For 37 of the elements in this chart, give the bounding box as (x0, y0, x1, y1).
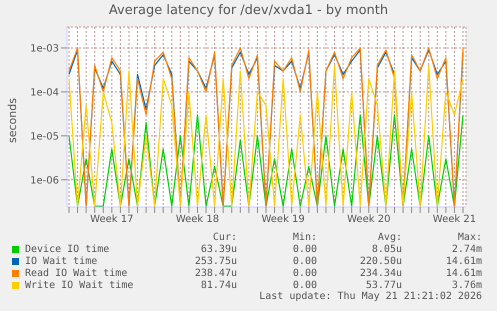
y-tick-label: 1e-05 (30, 131, 59, 142)
y-tick-label: 1e-03 (30, 44, 59, 55)
text: 234.34u (358, 268, 402, 279)
x-tick-label: Week 20 (347, 214, 390, 226)
y-tick-label: 1e-04 (30, 87, 59, 98)
text: 8.05u (370, 244, 402, 255)
y-tick-label: 1e-06 (30, 175, 59, 186)
text: 0.00 (292, 244, 317, 255)
legend-label: Write IO Wait time (24, 280, 134, 291)
y-axis-title: seconds (6, 98, 18, 142)
text: 220.50u (358, 256, 402, 267)
text: 81.74u (200, 280, 237, 291)
x-tick-label: Week 19 (261, 214, 305, 226)
text: 63.39u (200, 244, 237, 255)
text: 14.61m (444, 268, 482, 279)
text: Last update: Thu May 21 21:21:02 2026 (258, 291, 482, 302)
text: 238.47u (194, 268, 237, 279)
legend-label: IO Wait time (24, 256, 98, 267)
text: 253.75u (194, 256, 237, 267)
chart-title: Average latency for /dev/xvda1 - by month (108, 2, 390, 20)
legend-label: Read IO Wait time (24, 268, 128, 279)
text: 0.00 (292, 256, 317, 267)
line-series (68, 114, 464, 207)
x-tick-label: Week 17 (90, 214, 134, 226)
text: 53.77u (364, 280, 402, 291)
text: Cur: (212, 232, 237, 243)
text: Avg: (376, 232, 402, 243)
text: Min: (292, 232, 317, 243)
x-tick-label: Week 18 (176, 214, 220, 226)
text: Max: (456, 232, 482, 243)
x-tick-label: Week 21 (432, 214, 476, 226)
text: 0.00 (292, 280, 317, 291)
text: 3.76m (450, 280, 482, 291)
text: 0.00 (292, 268, 317, 279)
legend-label: Device IO time (24, 244, 110, 255)
text: 14.61m (444, 256, 482, 267)
text: 2.74m (450, 244, 482, 255)
